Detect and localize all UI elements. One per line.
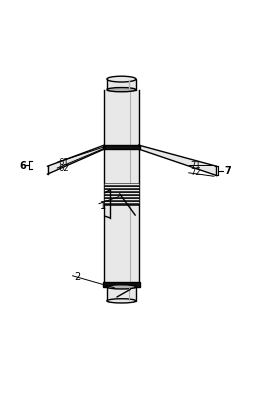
Polygon shape	[48, 145, 104, 174]
Bar	[104, 202, 139, 203]
Text: 6: 6	[19, 161, 26, 171]
Text: 61: 61	[58, 158, 69, 167]
Bar	[104, 183, 139, 185]
Bar	[104, 187, 139, 188]
Text: 62: 62	[58, 164, 69, 173]
Bar	[107, 287, 136, 301]
Polygon shape	[139, 145, 216, 175]
Bar	[104, 196, 139, 197]
Ellipse shape	[107, 285, 136, 289]
Bar	[103, 145, 140, 149]
Text: 72: 72	[190, 169, 201, 178]
Bar	[104, 197, 139, 198]
Bar	[104, 189, 139, 191]
Ellipse shape	[107, 88, 136, 92]
Ellipse shape	[107, 76, 136, 82]
Bar	[104, 198, 139, 200]
Bar	[104, 200, 139, 202]
Bar	[104, 203, 139, 204]
Bar	[104, 185, 139, 187]
Text: 7: 7	[224, 166, 231, 176]
Text: 1: 1	[100, 201, 106, 211]
Bar	[103, 282, 140, 287]
Text: 2: 2	[74, 272, 80, 282]
Bar	[107, 79, 136, 90]
Ellipse shape	[107, 299, 136, 303]
Bar	[104, 90, 139, 146]
Bar	[104, 192, 139, 194]
Bar	[104, 149, 139, 286]
Bar	[104, 194, 139, 196]
Text: 71: 71	[190, 161, 201, 170]
Bar	[104, 191, 139, 192]
Bar	[104, 188, 139, 189]
